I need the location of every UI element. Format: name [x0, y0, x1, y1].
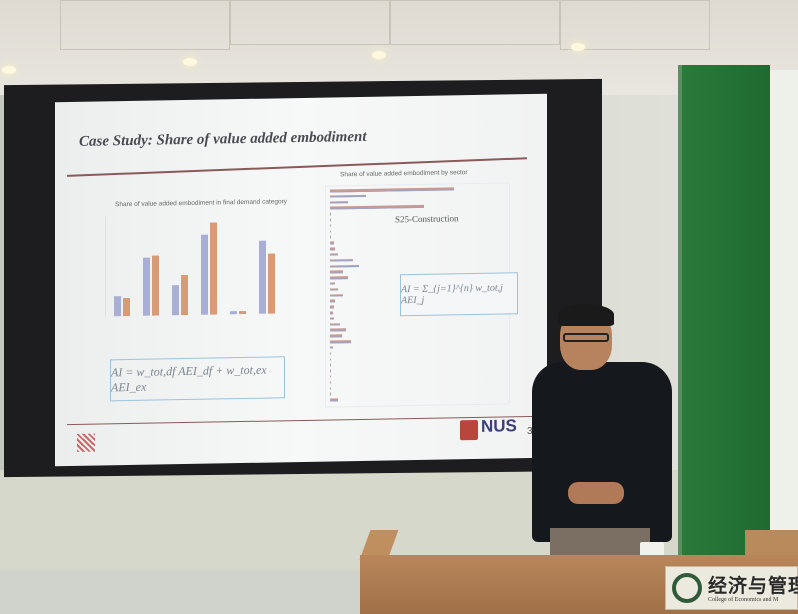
right-chart-bar	[330, 288, 338, 291]
sign-chinese: 经济与管理	[708, 575, 798, 597]
nus-crest-icon	[460, 419, 478, 441]
left-chart-bar	[239, 310, 246, 315]
slide-title: Case Study: Share of value added embodim…	[79, 128, 367, 150]
right-chart-bar	[330, 187, 454, 192]
presentation-slide: Case Study: Share of value added embodim…	[55, 93, 547, 467]
ceiling-light	[571, 43, 585, 51]
right-chart-bar	[330, 369, 332, 373]
left-chart-bar	[201, 234, 208, 315]
left-bar-chart	[105, 213, 285, 317]
right-chart-bar	[330, 375, 332, 378]
left-chart-bar	[114, 296, 121, 317]
nus-logo: NUS	[481, 416, 517, 436]
left-chart-bar	[268, 253, 275, 314]
window	[770, 70, 798, 540]
ceiling-tile	[230, 0, 390, 45]
green-pillar	[678, 65, 770, 565]
right-chart-bar	[330, 398, 338, 402]
university-logo-small	[77, 433, 95, 452]
right-chart-bar	[330, 270, 343, 274]
right-chart-bar	[330, 340, 351, 344]
right-chart-bar	[330, 334, 342, 338]
right-chart-bar	[330, 352, 332, 355]
formula-text: AI = Σ_{j=1}^{n} w_tot,j AEI_j	[401, 282, 503, 307]
right-chart-bar	[330, 200, 349, 204]
left-chart-bar	[230, 310, 237, 315]
right-chart-bar	[330, 258, 354, 262]
right-chart-bar	[330, 241, 334, 245]
right-chart-bar	[330, 363, 332, 367]
ceiling	[0, 0, 798, 95]
right-chart-bar	[330, 317, 334, 320]
speaker-hands	[568, 482, 624, 504]
right-chart-title: Share of value added embodiment by secto…	[340, 169, 468, 179]
college-seal-icon	[672, 573, 702, 603]
right-chart-bar	[330, 392, 332, 396]
formula-sector: AI = Σ_{j=1}^{n} w_tot,j AEI_j	[400, 272, 518, 317]
right-chart-bar	[330, 235, 332, 239]
right-chart-bar	[330, 322, 341, 326]
right-chart-bar	[330, 357, 332, 361]
ceiling-tile	[560, 0, 710, 50]
left-chart-bar	[210, 222, 217, 315]
speaker-hair	[558, 304, 614, 326]
glasses	[563, 333, 609, 342]
right-chart-bar	[330, 387, 332, 390]
right-chart-bar	[330, 311, 333, 315]
college-sign: 经济与管理 College of Economics and M	[665, 566, 798, 610]
right-chart-bar	[330, 381, 332, 384]
right-chart-bar	[330, 212, 332, 216]
right-chart-bar	[330, 205, 424, 210]
left-chart-title: Share of value added embodiment in final…	[115, 198, 287, 209]
right-chart-bar	[330, 305, 334, 309]
formula-text: AI = w_tot,df AEI_df + w_tot,ex AEI_ex	[111, 362, 267, 395]
right-chart-bar	[330, 230, 332, 233]
right-chart-bar	[330, 247, 336, 251]
right-chart-bar	[330, 253, 338, 256]
right-chart-bar	[330, 264, 359, 268]
ceiling-light	[183, 58, 197, 66]
right-chart-bar	[330, 276, 349, 280]
speaker-shirt	[532, 362, 672, 542]
left-chart-bar	[123, 297, 130, 317]
ceiling-tile	[390, 0, 560, 45]
right-chart-bar	[330, 194, 367, 198]
right-chart-bar	[330, 328, 346, 332]
right-chart-bar	[330, 346, 333, 349]
left-chart-bar	[143, 257, 150, 316]
left-chart-bar	[181, 274, 188, 316]
right-chart-bar	[330, 224, 332, 227]
ceiling-tile	[60, 0, 230, 50]
right-chart-bar	[330, 293, 343, 297]
right-chart-bar	[330, 282, 336, 285]
ceiling-light	[372, 51, 386, 59]
left-chart-bar	[172, 285, 179, 316]
construction-annotation: S25-Construction	[395, 213, 459, 225]
ceiling-light	[2, 66, 16, 74]
right-chart-bar	[330, 218, 332, 222]
left-chart-bar	[259, 240, 266, 314]
formula-final-demand: AI = w_tot,df AEI_df + w_tot,ex AEI_ex	[110, 356, 285, 402]
sign-english: College of Economics and M	[708, 597, 779, 603]
left-chart-bar	[152, 255, 159, 316]
right-chart-bar	[330, 299, 336, 303]
